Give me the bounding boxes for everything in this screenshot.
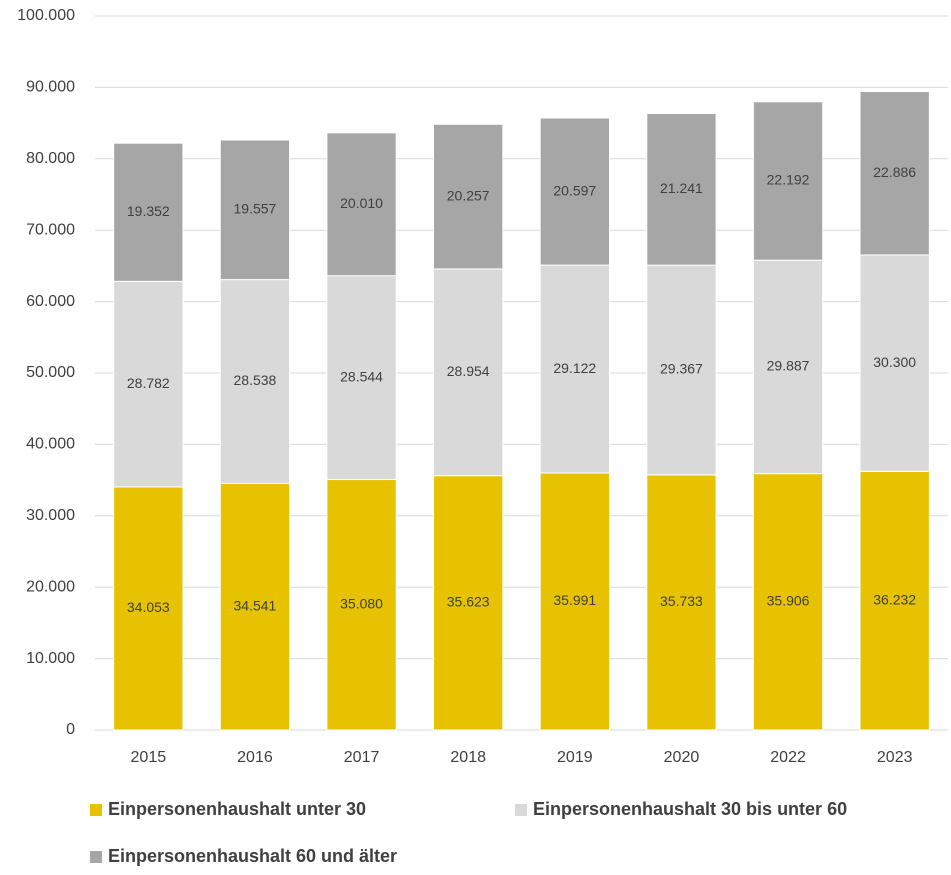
- bar-segment: [859, 254, 930, 472]
- bar-segment: [219, 482, 291, 731]
- bar-segment: [859, 91, 930, 256]
- x-tick-label: 2016: [237, 749, 273, 766]
- legend-label: Einpersonenhaushalt unter 30: [108, 799, 366, 819]
- value-label: 35.080: [340, 595, 383, 611]
- y-tick-label: 100.000: [17, 7, 75, 24]
- value-label: 36.232: [873, 591, 916, 607]
- value-label: 28.954: [447, 363, 490, 379]
- bar-segment: [646, 474, 717, 731]
- value-label: 20.010: [340, 195, 383, 211]
- bar-segment: [326, 479, 397, 731]
- y-tick-label: 20.000: [26, 578, 75, 595]
- y-tick-label: 0: [66, 721, 75, 738]
- value-label: 29.887: [767, 358, 810, 374]
- value-label: 22.192: [767, 172, 810, 188]
- bar-segment: [113, 142, 184, 282]
- value-label: 28.782: [127, 375, 170, 391]
- x-tick-label: 2023: [877, 749, 913, 766]
- bar-segment: [433, 475, 504, 731]
- bar-segment: [433, 123, 504, 270]
- bar-segment: [433, 268, 504, 477]
- legend-label: Einpersonenhaushalt 60 und älter: [108, 846, 397, 866]
- value-label: 34.053: [127, 599, 170, 615]
- value-label: 35.906: [767, 593, 810, 609]
- bar-segment: [752, 473, 824, 731]
- x-tick-label: 2018: [450, 749, 486, 766]
- bar-segment: [113, 486, 184, 731]
- value-label: 35.991: [553, 592, 596, 608]
- bar-segment: [752, 101, 824, 261]
- x-tick-label: 2020: [664, 749, 700, 766]
- legend-swatch: [90, 804, 102, 816]
- value-label: 19.557: [234, 201, 277, 217]
- bar-segment: [646, 264, 717, 476]
- y-tick-label: 80.000: [26, 150, 75, 167]
- value-label: 28.538: [234, 372, 277, 388]
- y-tick-label: 70.000: [26, 221, 75, 238]
- value-label: 22.886: [873, 164, 916, 180]
- value-label: 30.300: [873, 354, 916, 370]
- y-tick-label: 30.000: [26, 507, 75, 524]
- y-tick-label: 10.000: [26, 650, 75, 667]
- y-tick-label: 60.000: [26, 293, 75, 310]
- bar-segment: [859, 470, 930, 731]
- value-label: 19.352: [127, 203, 170, 219]
- bar-segment: [219, 279, 291, 484]
- value-label: 20.257: [447, 187, 490, 203]
- value-label: 29.122: [553, 360, 596, 376]
- bar-segment: [326, 275, 397, 481]
- y-tick-label: 90.000: [26, 79, 75, 96]
- value-label: 29.367: [660, 361, 703, 377]
- bar-segment: [539, 472, 610, 731]
- y-tick-label: 50.000: [26, 364, 75, 381]
- value-label: 35.623: [447, 594, 490, 610]
- bar-segment: [113, 280, 184, 488]
- value-label: 35.733: [660, 593, 703, 609]
- value-label: 20.597: [553, 182, 596, 198]
- bar-segment: [219, 139, 291, 281]
- x-tick-label: 2019: [557, 749, 593, 766]
- legend-swatch: [90, 851, 102, 863]
- bar-segment: [646, 113, 717, 266]
- bar-segment: [326, 132, 397, 277]
- bar-segment: [752, 259, 824, 475]
- y-tick-label: 40.000: [26, 436, 75, 453]
- legend-label: Einpersonenhaushalt 30 bis unter 60: [533, 799, 847, 819]
- value-label: 28.544: [340, 368, 383, 384]
- value-label: 34.541: [234, 597, 277, 613]
- legend-swatch: [515, 804, 527, 816]
- x-tick-label: 2017: [344, 749, 380, 766]
- value-label: 21.241: [660, 180, 703, 196]
- x-tick-label: 2022: [770, 749, 806, 766]
- x-tick-label: 2015: [131, 749, 167, 766]
- bar-segment: [539, 117, 610, 266]
